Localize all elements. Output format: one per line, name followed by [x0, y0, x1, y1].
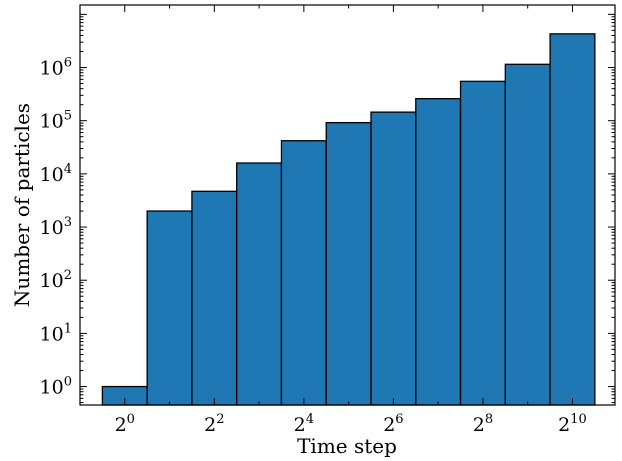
plot-frame: [79, 4, 616, 406]
bar-4: [191, 190, 238, 406]
y-tick-label: 100: [40, 375, 72, 399]
bar-16: [280, 140, 327, 406]
y-axis-ticks: 100 101 102 103 104 105 106: [40, 13, 615, 404]
x-tick-label: 26: [383, 412, 403, 436]
bar-32: [325, 121, 372, 406]
bars-group: [101, 33, 596, 406]
bar-64: [370, 111, 417, 406]
x-tick-label: 20: [115, 412, 135, 436]
y-tick-label: 103: [40, 215, 72, 239]
bar-8: [236, 162, 283, 406]
x-axis-ticks: 20 22 24 26 28 210: [115, 5, 587, 436]
x-axis-label: Time step: [297, 434, 397, 458]
x-tick-label: 28: [473, 412, 493, 436]
x-tick-label: 22: [204, 412, 224, 436]
bar-1024: [549, 33, 596, 406]
y-axis-label: Number of particles: [10, 103, 34, 307]
bar-256: [459, 80, 506, 406]
y-tick-label: 104: [40, 162, 72, 186]
x-tick-label: 24: [294, 412, 314, 436]
x-tick-label: 210: [558, 412, 587, 436]
y-tick-label: 101: [40, 321, 72, 345]
y-tick-label: 106: [40, 56, 72, 80]
y-tick-label: 102: [40, 268, 72, 292]
y-tick-label: 105: [40, 109, 72, 133]
bar-2: [146, 210, 193, 406]
bar-512: [504, 63, 551, 406]
bar-128: [415, 97, 462, 406]
